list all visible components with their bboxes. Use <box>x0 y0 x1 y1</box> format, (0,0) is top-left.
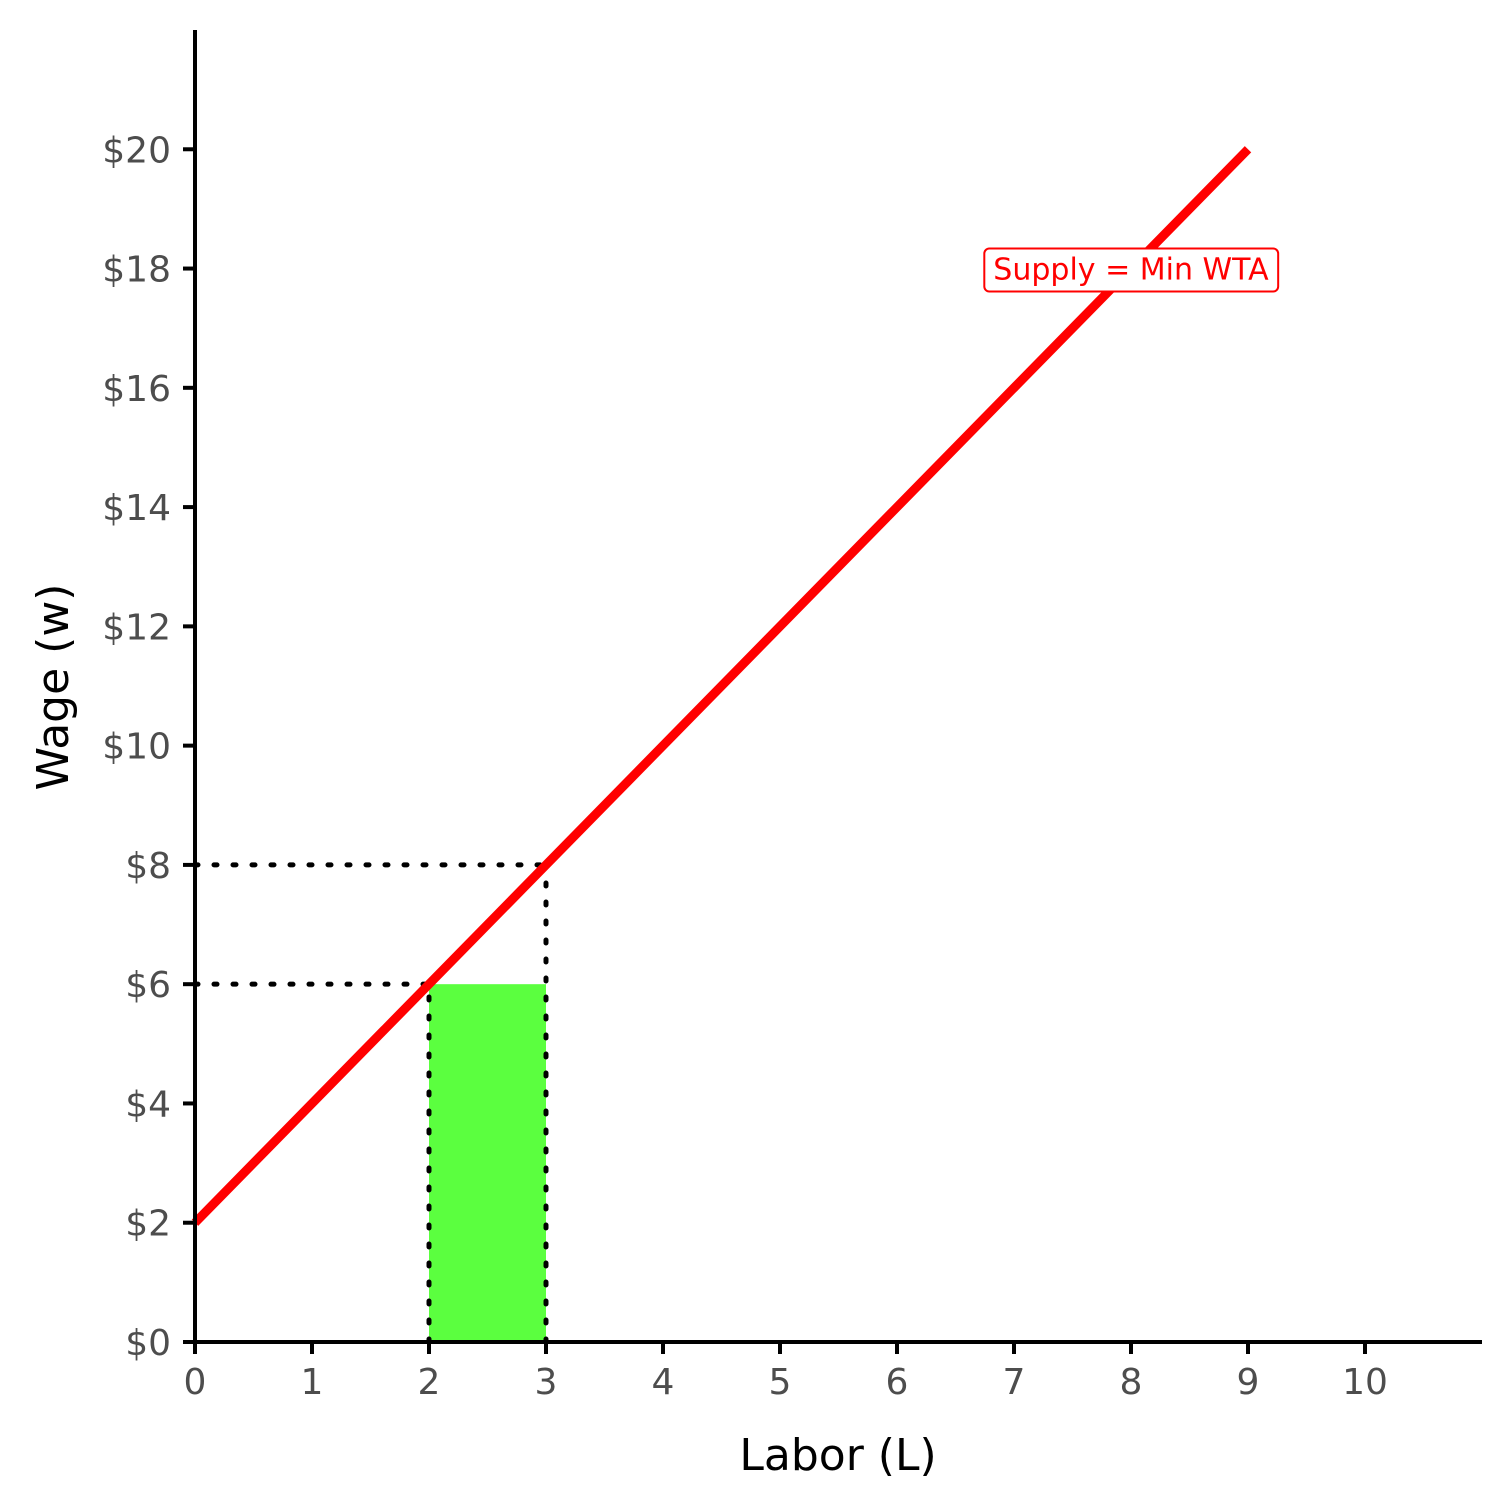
x-tick-label: 8 <box>1120 1362 1143 1403</box>
x-tick-label: 2 <box>418 1362 441 1403</box>
x-tick-label: 4 <box>652 1362 675 1403</box>
y-tick-label: $14 <box>102 488 171 529</box>
shaded-area-layer <box>429 984 546 1342</box>
supply-label-text: Supply = Min WTA <box>993 253 1269 288</box>
y-tick-label: $4 <box>125 1084 171 1125</box>
x-tick-label: 6 <box>886 1362 909 1403</box>
supply-label-box <box>983 247 1280 293</box>
x-tick-label: 0 <box>184 1362 207 1403</box>
x-tick-label: 5 <box>769 1362 792 1403</box>
y-tick-label: $0 <box>125 1323 171 1364</box>
shaded-area <box>429 984 546 1342</box>
x-tick-label: 7 <box>1003 1362 1026 1403</box>
supply-label: Supply = Min WTA <box>983 247 1280 293</box>
y-tick-label: $12 <box>102 607 171 648</box>
y-tick-label: $8 <box>125 846 171 887</box>
y-tick-label: $10 <box>102 727 171 768</box>
axes-layer: 0 1 2 3 4 5 6 7 8 9 10 $0 $2 $4 $6 $8 $10 $12 $14 $16 $18 $20 <box>102 30 1482 1403</box>
reference-lines-layer <box>192 862 549 1345</box>
x-tick-label: 10 <box>1342 1362 1388 1403</box>
y-tick-label: $18 <box>102 250 171 291</box>
y-tick-label: $2 <box>125 1204 171 1245</box>
x-tick-label: 9 <box>1237 1362 1260 1403</box>
x-axis-title: Labor (L) <box>739 1430 936 1481</box>
y-tick-label: $6 <box>125 965 171 1006</box>
y-tick-label: $20 <box>102 130 171 171</box>
y-tick-label: $16 <box>102 369 171 410</box>
x-tick-label: 3 <box>535 1362 558 1403</box>
annotation-layer: Supply = Min WTA <box>983 247 1280 293</box>
y-axis-title: Wage (w) <box>28 584 79 791</box>
x-tick-label: 1 <box>301 1362 324 1403</box>
series-layer <box>191 146 1252 1226</box>
supply-line <box>191 146 1252 1226</box>
